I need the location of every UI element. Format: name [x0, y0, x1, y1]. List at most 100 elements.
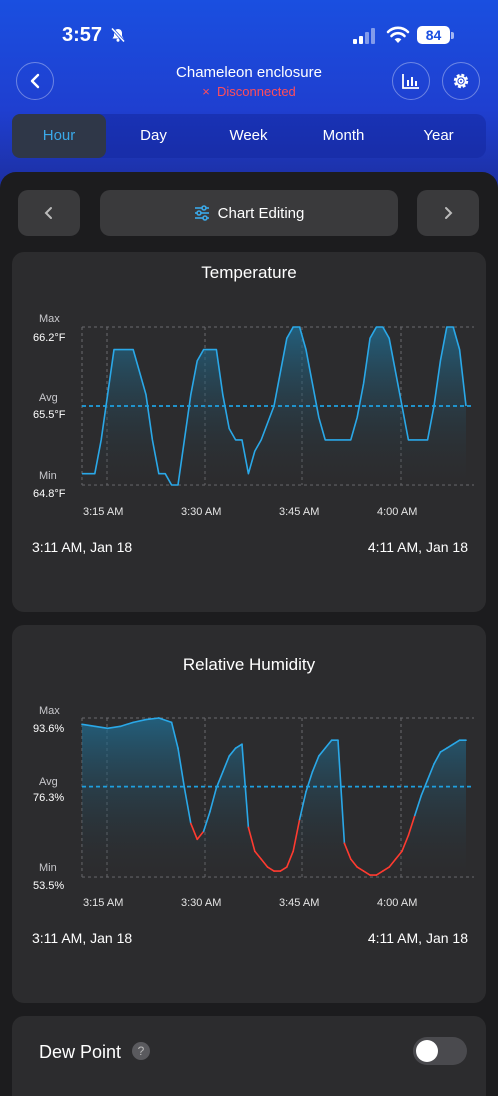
series-line-segment: [228, 747, 237, 757]
tab-week-label: Week: [229, 127, 268, 144]
series-line-segment: [426, 763, 435, 781]
toggle-knob: [416, 1040, 438, 1062]
rh-x-tick: 3:45 AM: [279, 897, 320, 909]
battery-indicator: 84: [417, 26, 450, 44]
series-line-segment: [285, 850, 295, 868]
battery-tip: [451, 32, 454, 39]
disconnected-icon: ×: [202, 84, 210, 99]
bar-chart-icon: [402, 74, 419, 89]
series-line-segment: [413, 794, 423, 817]
status-time: 3:57: [62, 24, 103, 46]
bell-muted-icon: [110, 27, 126, 43]
rh-range-start: 3:11 AM, Jan 18: [32, 930, 133, 946]
series-line-segment: [292, 818, 301, 853]
tab-week[interactable]: Week: [201, 114, 296, 158]
help-icon[interactable]: ?: [132, 1042, 150, 1060]
temp-avg-label: Avg: [39, 392, 58, 404]
tab-month[interactable]: Month: [296, 114, 391, 158]
rh-x-tick: 3:30 AM: [181, 897, 222, 909]
series-line-segment: [381, 866, 391, 872]
temp-min-value: 64.8°F: [33, 488, 66, 500]
temp-max-value: 66.2°F: [33, 332, 66, 344]
series-line-segment: [356, 866, 365, 872]
temp-avg-value: 65.5°F: [33, 409, 66, 421]
chart-editing-button[interactable]: Chart Editing: [100, 190, 398, 236]
rh-range-end: 4:11 AM, Jan 18: [367, 930, 468, 946]
rh-x-tick: 3:15 AM: [83, 897, 124, 909]
series-line-segment: [106, 725, 122, 730]
series-line-segment: [420, 779, 429, 797]
temp-x-tick: 3:45 AM: [279, 506, 320, 518]
series-line-segment: [324, 739, 333, 749]
temp-max-label: Max: [39, 313, 60, 325]
temp-min-label: Min: [39, 470, 57, 482]
series-line-segment: [190, 822, 198, 841]
series-line-segment: [222, 755, 230, 773]
rh-avg-value: 76.3%: [33, 792, 65, 804]
dew-point-toggle[interactable]: [413, 1037, 467, 1065]
series-line-segment: [209, 786, 218, 813]
back-button[interactable]: [16, 62, 54, 100]
header-background: [0, 0, 498, 200]
series-line-segment: [234, 743, 243, 749]
sliders-icon: [194, 205, 209, 221]
series-line-segment: [445, 743, 455, 749]
series-line-segment: [407, 814, 416, 837]
chart-view-button[interactable]: [392, 62, 430, 100]
connection-status-label: Disconnected: [217, 84, 296, 99]
series-line-segment: [196, 830, 205, 841]
tab-year[interactable]: Year: [391, 114, 486, 158]
tab-hour-label: Hour: [42, 127, 76, 144]
tab-day-label: Day: [140, 127, 167, 144]
dew-point-card: Dew Point ?: [12, 1016, 486, 1096]
series-line-segment: [337, 739, 346, 845]
chevron-left-icon: [30, 73, 40, 89]
tab-hour[interactable]: Hour: [12, 114, 106, 158]
series-line-segment: [81, 723, 96, 728]
series-line-segment: [362, 870, 371, 876]
series-line-segment: [119, 721, 134, 728]
tab-year-label: Year: [423, 127, 454, 144]
series-line-segment: [298, 790, 307, 821]
series-line-segment: [394, 850, 403, 860]
chevron-left-icon: [44, 207, 52, 219]
wifi-icon: [386, 26, 410, 43]
series-line-segment: [215, 771, 224, 789]
status-bar: 3:57 84: [0, 0, 498, 60]
rh-x-tick: 4:00 AM: [377, 897, 418, 909]
humidity-chart: [81, 717, 474, 878]
rh-min-value: 53.5%: [33, 880, 65, 892]
series-line-segment: [317, 747, 327, 757]
temp-range-end: 4:11 AM, Jan 18: [367, 539, 468, 555]
temperature-title: Temperature: [201, 263, 297, 282]
temp-x-tick: 4:00 AM: [377, 506, 418, 518]
rh-max-value: 93.6%: [33, 723, 65, 735]
series-line-segment: [349, 858, 359, 868]
rh-max-label: Max: [39, 705, 60, 717]
time-range-tabs: Hour Day Week Month Year: [12, 114, 486, 158]
series-line-segment: [388, 858, 397, 868]
chart-editing-label: Chart Editing: [217, 204, 305, 222]
series-line-segment: [401, 834, 410, 853]
previous-period-button[interactable]: [18, 190, 80, 236]
tab-day[interactable]: Day: [106, 114, 201, 158]
gear-icon: [453, 73, 469, 89]
series-line-segment: [305, 771, 314, 793]
series-line-segment: [177, 747, 186, 789]
series-line-segment: [94, 725, 109, 730]
page-title: Chameleon enclosure: [176, 64, 322, 81]
next-period-button[interactable]: [417, 190, 479, 236]
battery-level: 84: [425, 27, 442, 43]
series-line-segment: [158, 717, 173, 724]
series-line-segment: [202, 810, 211, 833]
series-line: [82, 326, 467, 486]
series-line-segment: [170, 721, 179, 749]
temp-x-tick: 3:30 AM: [181, 506, 222, 518]
series-line-segment: [375, 870, 384, 876]
temperature-card: Temperature Max 66.2°F Avg 65.5°F Min 64…: [12, 252, 486, 612]
series-line-segment: [311, 755, 320, 773]
series-line-segment: [266, 866, 275, 872]
rh-avg-label: Avg: [39, 776, 58, 788]
settings-button[interactable]: [442, 62, 480, 100]
series-line-segment: [254, 850, 262, 860]
